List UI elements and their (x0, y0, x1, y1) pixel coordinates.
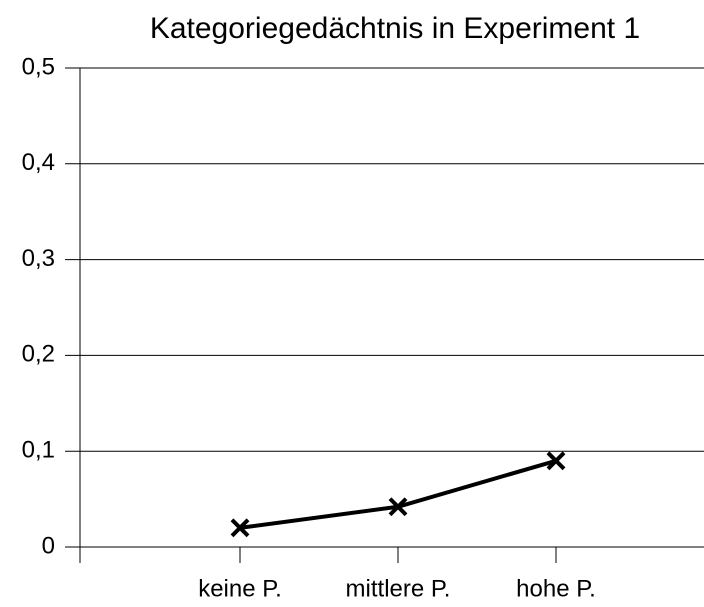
x-tick-label: keine P. (198, 575, 282, 602)
y-tick-label: 0,4 (22, 149, 55, 176)
y-tick-label: 0 (42, 532, 55, 559)
marker (388, 497, 408, 517)
chart-title: Kategoriegedächtnis in Experiment 1 (150, 12, 640, 45)
marker (230, 518, 250, 538)
y-tick-label: 0,1 (22, 437, 55, 464)
x-tick-label: hohe P. (516, 575, 596, 602)
y-tick-label: 0,3 (22, 245, 55, 272)
marker (546, 451, 566, 471)
y-tick-label: 0,2 (22, 341, 55, 368)
y-tick-label: 0,5 (22, 53, 55, 80)
line (239, 458, 557, 530)
x-tick-label: mittlere P. (346, 575, 451, 602)
